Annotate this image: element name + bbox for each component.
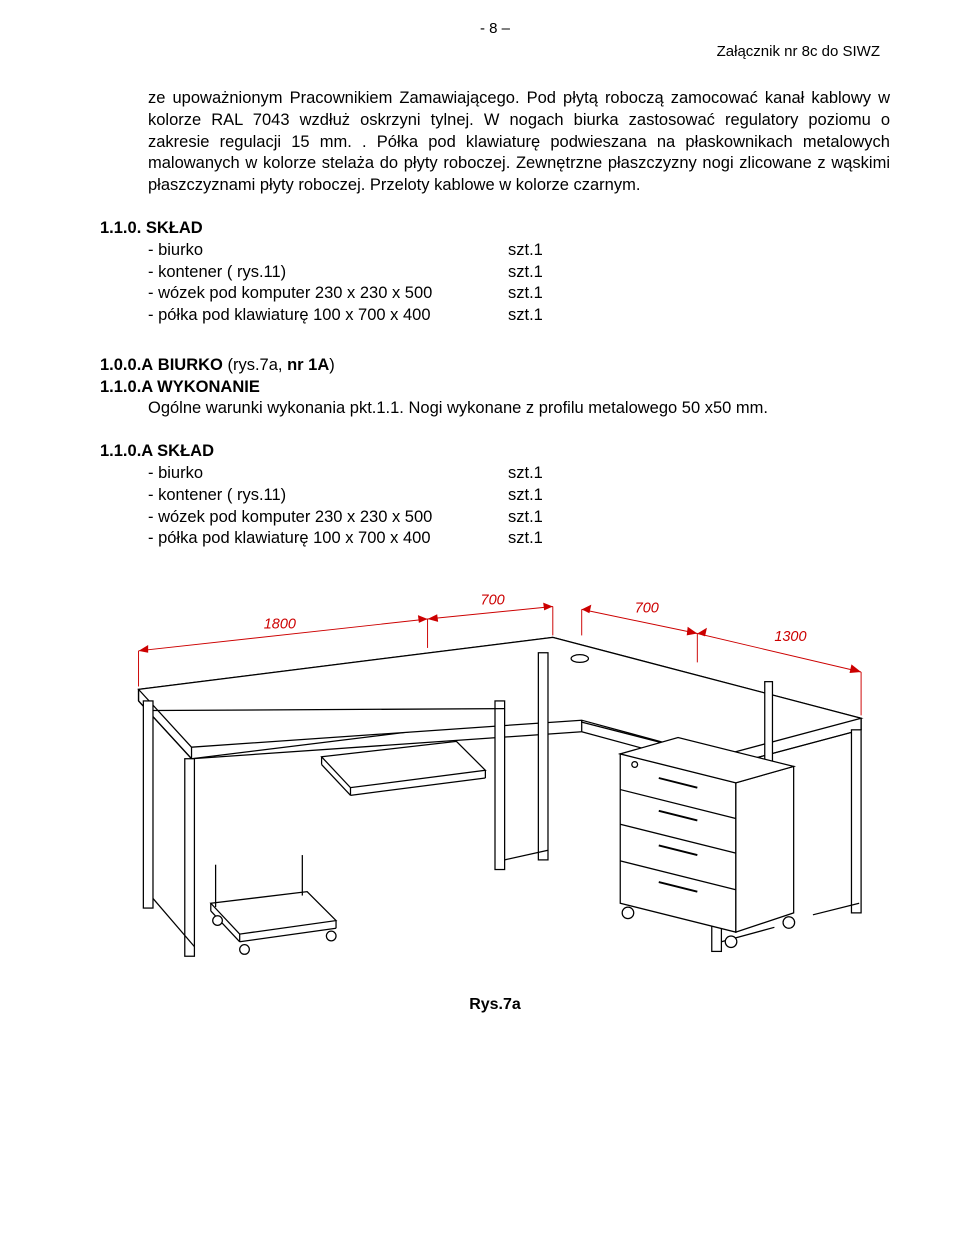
list-item: - biurko szt.1 [148,463,890,485]
item-qty: szt.1 [508,283,588,305]
item-label: - kontener ( rys.11) [148,262,508,284]
sec2-num: 1.0.0.A [100,356,153,374]
dim-1800: 1800 [264,617,296,633]
list-item: - wózek pod komputer 230 x 230 x 500 szt… [148,283,890,305]
section-1-heading: 1.1.0. SKŁAD [100,219,890,238]
sec2-title-plain: (rys.7a, [227,356,287,374]
desk-diagram: 1800 700 700 1300 [100,568,890,988]
dim-700b: 700 [635,601,659,617]
item-qty: szt.1 [508,463,588,485]
attachment-header: Załącznik nr 8c do SIWZ [100,43,890,60]
item-label: - wózek pod komputer 230 x 230 x 500 [148,507,508,529]
list-item: - biurko szt.1 [148,240,890,262]
dim-700a: 700 [481,593,505,609]
list-item: - półka pod klawiaturę 100 x 700 x 400 s… [148,528,890,550]
item-label: - kontener ( rys.11) [148,485,508,507]
item-label: - biurko [148,240,508,262]
body-paragraph: ze upoważnionym Pracownikiem Zamawiające… [100,88,890,197]
list-item: - kontener ( rys.11) szt.1 [148,485,890,507]
list-item: - półka pod klawiaturę 100 x 700 x 400 s… [148,305,890,327]
item-qty: szt.1 [508,528,588,550]
dim-1300: 1300 [774,629,806,645]
item-label: - półka pod klawiaturę 100 x 700 x 400 [148,528,508,550]
desk-svg: 1800 700 700 1300 [100,568,890,988]
figure-caption: Rys.7a [100,996,890,1014]
item-qty: szt.1 [508,262,588,284]
sec2-title-b1: BIURKO [158,356,228,374]
section-1-list: - biurko szt.1 - kontener ( rys.11) szt.… [100,240,890,327]
item-label: - wózek pod komputer 230 x 230 x 500 [148,283,508,305]
list-item: - kontener ( rys.11) szt.1 [148,262,890,284]
item-label: - biurko [148,463,508,485]
item-label: - półka pod klawiaturę 100 x 700 x 400 [148,305,508,327]
item-qty: szt.1 [508,485,588,507]
section-2-line2: 1.1.0.A WYKONANIE [100,377,890,399]
section-3-list: - biurko szt.1 - kontener ( rys.11) szt.… [100,463,890,550]
section-2-line1: 1.0.0.A BIURKO (rys.7a, nr 1A) [100,355,890,377]
section-2-line3: Ogólne warunki wykonania pkt.1.1. Nogi w… [100,398,890,420]
list-item: - wózek pod komputer 230 x 230 x 500 szt… [148,507,890,529]
item-qty: szt.1 [508,305,588,327]
page-number: - 8 – [100,20,890,37]
sec2-title-b2: nr 1A [287,356,329,374]
sec2-title-close: ) [329,356,335,374]
section-2: 1.0.0.A BIURKO (rys.7a, nr 1A) 1.1.0.A W… [100,355,890,420]
item-qty: szt.1 [508,507,588,529]
item-qty: szt.1 [508,240,588,262]
section-3-heading: 1.1.0.A SKŁAD [100,442,890,461]
